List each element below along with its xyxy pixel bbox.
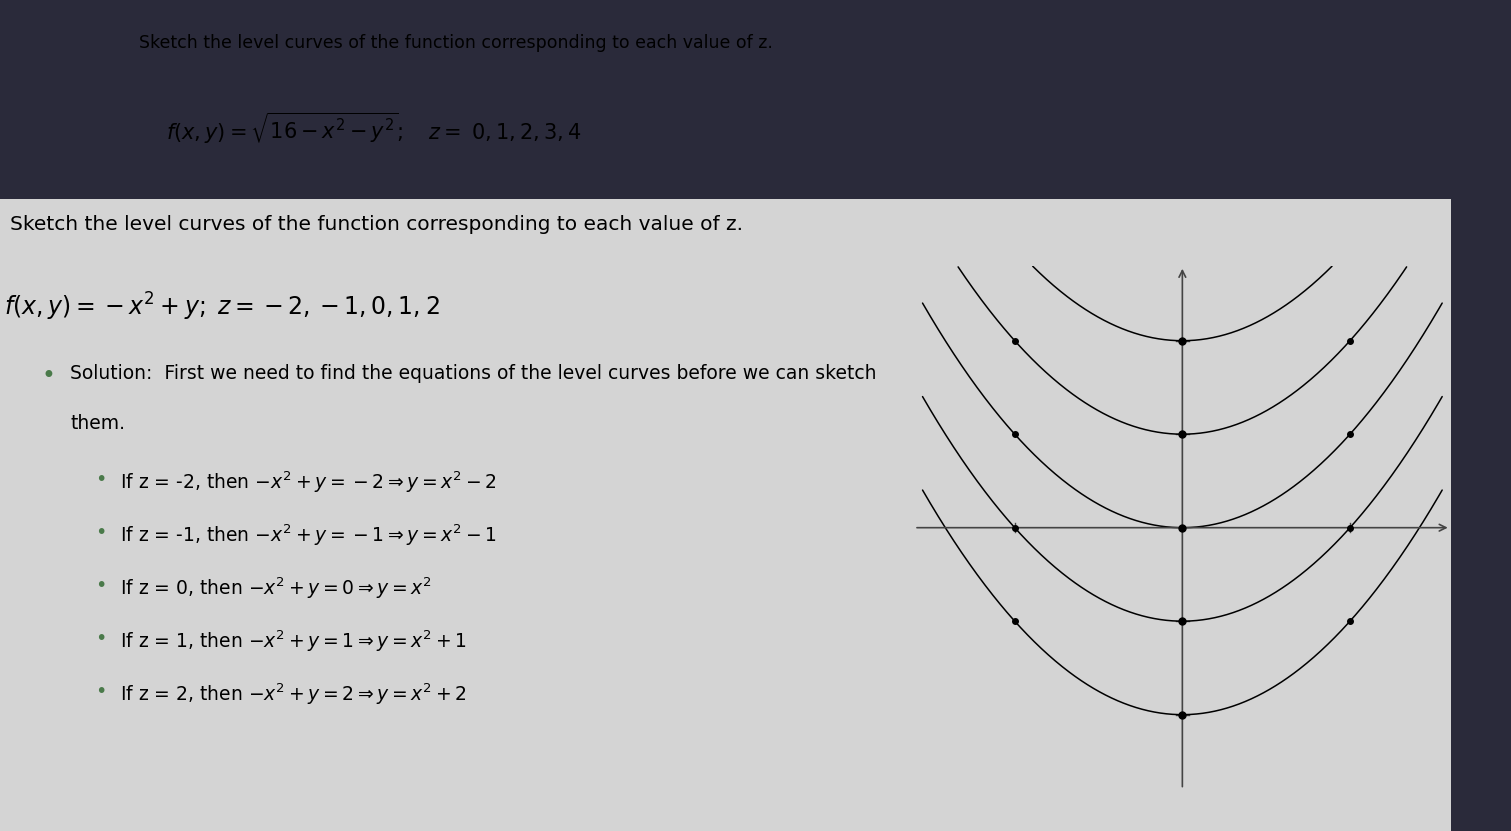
Text: If z = 0, then $-x^2 + y = 0 \Rightarrow y = x^2$: If z = 0, then $-x^2 + y = 0 \Rightarrow… <box>121 576 432 602</box>
Text: If z = 2, then $-x^2 + y = 2 \Rightarrow y = x^2 + 2$: If z = 2, then $-x^2 + y = 2 \Rightarrow… <box>121 682 467 707</box>
Text: If z = -1, then $-x^2 + y = -1 \Rightarrow y = x^2 - 1$: If z = -1, then $-x^2 + y = -1 \Rightarr… <box>121 523 497 548</box>
Text: •: • <box>95 470 107 489</box>
Text: •: • <box>41 364 54 387</box>
Text: •: • <box>95 576 107 595</box>
Text: If z = -2, then $-x^2 + y = -2 \Rightarrow y = x^2 - 2$: If z = -2, then $-x^2 + y = -2 \Rightarr… <box>121 470 497 495</box>
Text: Sketch the level curves of the function corresponding to each value of z.: Sketch the level curves of the function … <box>11 215 743 234</box>
Text: $f(x, y) = \sqrt{16 - x^2 - y^2};\quad z = \ 0, 1, 2, 3, 4$: $f(x, y) = \sqrt{16 - x^2 - y^2};\quad z… <box>166 111 582 146</box>
Text: Solution:  First we need to find the equations of the level curves before we can: Solution: First we need to find the equa… <box>71 364 876 382</box>
Text: Sketch the level curves of the function corresponding to each value of z.: Sketch the level curves of the function … <box>139 34 772 52</box>
Text: If z = 1, then $-x^2 + y = 1 \Rightarrow y = x^2 + 1$: If z = 1, then $-x^2 + y = 1 \Rightarrow… <box>121 629 467 654</box>
Text: them.: them. <box>71 414 125 433</box>
Text: •: • <box>95 629 107 648</box>
Text: •: • <box>95 523 107 542</box>
FancyBboxPatch shape <box>0 199 1451 831</box>
Text: $f(x, y) = -x^2 + y;\; z = -2, -1, 0, 1, 2$: $f(x, y) = -x^2 + y;\; z = -2, -1, 0, 1,… <box>5 291 440 323</box>
Text: •: • <box>95 682 107 701</box>
